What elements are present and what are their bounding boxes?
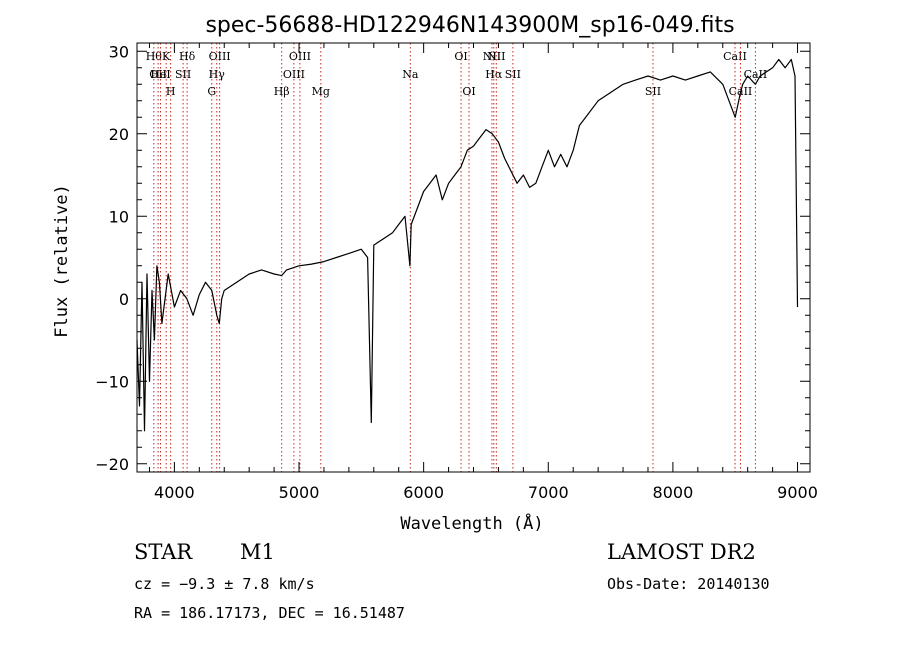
spectral-line-label: SII — [175, 68, 191, 81]
spectral-line-label: OIII — [283, 68, 305, 81]
survey-name: LAMOST DR2 — [607, 540, 756, 564]
coordinates-readout: RA = 186.17173, DEC = 16.51487 — [134, 604, 405, 622]
spectral-line-label: SII — [505, 68, 521, 81]
spectral-line-label: Hδ — [179, 50, 196, 63]
spectral-line-label: HeI — [150, 68, 170, 81]
spectrum-line — [136, 58, 799, 432]
chart-title: spec-56688-HD122946N143900M_sp16-049.fit… — [205, 13, 734, 38]
y-tick-label: 20 — [109, 125, 129, 144]
y-tick-label: −20 — [95, 455, 129, 474]
tick-labels: 4000 5000 6000 7000 8000 9000 −20 −10 0 10 20 30 — [95, 42, 818, 502]
spectral-line-label: OI — [462, 85, 475, 98]
x-axis-label: Wavelength (Å) — [400, 512, 543, 534]
spectral-line-label: OI — [454, 50, 467, 63]
x-tick-label: 7000 — [528, 483, 569, 502]
spectral-line-label: Hβ — [274, 85, 290, 98]
plot-axes — [136, 42, 811, 473]
spectral-line-label: CaII — [744, 68, 768, 81]
spectral-line-label: OIII — [209, 50, 231, 63]
redshift-readout: cz = −9.3 ± 7.8 km/s — [134, 575, 315, 593]
spectral-line-label: CaII — [723, 50, 747, 63]
x-tick-label: 9000 — [777, 483, 818, 502]
x-tick-label: 6000 — [403, 483, 444, 502]
x-tick-label: 4000 — [154, 483, 195, 502]
y-tick-label: 10 — [109, 207, 129, 226]
spectral-line-label: G — [207, 85, 216, 98]
spectral-line-label: Mg — [312, 85, 330, 98]
spectral-line-label: Hγ — [209, 68, 226, 81]
observation-date: Obs-Date: 20140130 — [607, 575, 770, 593]
x-tick-label: 5000 — [279, 483, 320, 502]
y-tick-label: −10 — [95, 372, 129, 391]
object-class: STAR — [134, 540, 193, 564]
spectrum-series — [136, 58, 799, 432]
spectral-line-label: NII — [487, 50, 505, 63]
plot-frame — [136, 42, 811, 473]
spectral-line-label: Hθ — [146, 50, 163, 63]
object-subclass: M1 — [240, 540, 275, 564]
spectral-line-label: H — [166, 85, 176, 98]
spectral-line-label: OII — [149, 68, 167, 81]
spectral-line-label: SII — [645, 85, 661, 98]
spectral-line-label: Na — [402, 68, 419, 81]
x-tick-label: 8000 — [653, 483, 694, 502]
spectral-line-label: OIII — [289, 50, 311, 63]
y-tick-label: 30 — [109, 42, 129, 61]
spectral-line-label: Hα — [485, 68, 503, 81]
y-axis-label: Flux (relative) — [52, 184, 72, 338]
y-tick-label: 0 — [119, 290, 129, 309]
spectral-line-label: K — [162, 50, 171, 63]
